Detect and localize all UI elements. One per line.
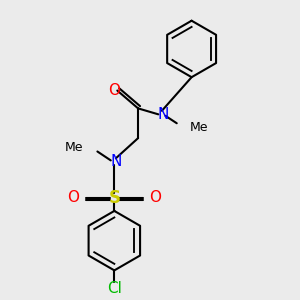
Text: O: O — [108, 83, 120, 98]
Text: O: O — [149, 190, 161, 205]
Text: Cl: Cl — [107, 281, 122, 296]
Text: Me: Me — [64, 140, 83, 154]
Text: N: N — [110, 154, 122, 169]
Text: N: N — [158, 107, 169, 122]
Text: O: O — [68, 190, 80, 205]
Text: S: S — [108, 189, 120, 207]
Text: Me: Me — [190, 121, 208, 134]
